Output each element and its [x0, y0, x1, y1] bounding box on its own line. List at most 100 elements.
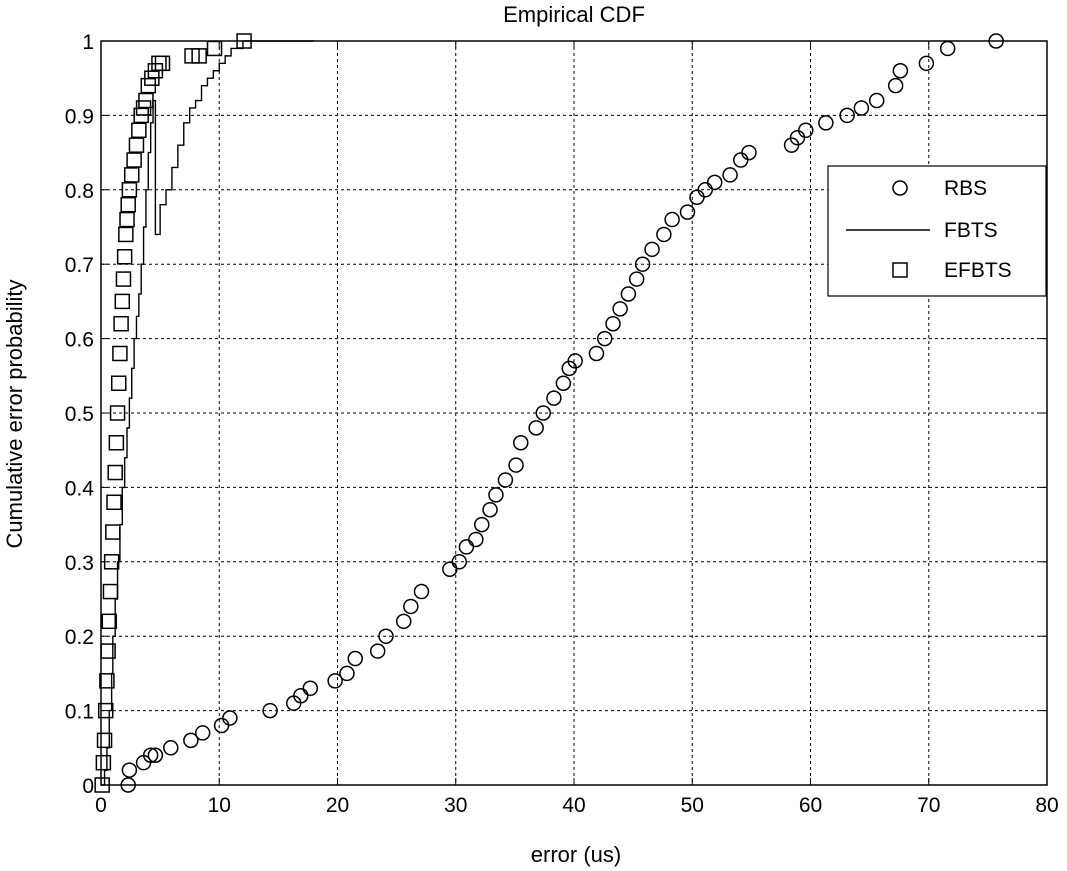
y-tick-label: 0.4: [65, 477, 95, 500]
point-efbts: [105, 524, 121, 540]
point-rbs: [939, 40, 956, 57]
point-rbs: [147, 747, 164, 763]
y-tick-label: 0.2: [65, 626, 94, 649]
y-tick-label: 0.1: [65, 701, 94, 724]
legend-label-rbs: RBS: [944, 177, 987, 200]
point-rbs: [262, 702, 278, 719]
point-efbts: [97, 702, 114, 719]
tick-labels: 0 10 20 30 40 50 60 70 80 0 0.1 0.2 0.3 0.4 0.5 0.6 0.7 0…: [65, 31, 1059, 817]
point-rbs: [818, 115, 834, 131]
point-rbs: [347, 650, 363, 667]
grid-lines: [101, 41, 1047, 785]
point-rbs: [839, 107, 855, 124]
point-efbts: [131, 122, 147, 139]
point-rbs: [474, 516, 490, 533]
point-rbs: [395, 613, 412, 630]
point-rbs: [546, 390, 562, 406]
point-efbts: [114, 293, 131, 310]
x-tick-label: 40: [562, 794, 585, 817]
point-rbs: [567, 353, 583, 369]
chart-title: Empirical CDF: [503, 2, 645, 27]
legend-marker-efbts: [892, 262, 908, 278]
point-rbs: [488, 487, 504, 503]
point-rbs: [142, 747, 159, 763]
point-efbts: [128, 137, 145, 153]
point-rbs: [183, 732, 199, 749]
y-tick-label: 0.6: [65, 329, 94, 352]
point-rbs: [293, 687, 309, 704]
point-rbs: [222, 710, 238, 726]
point-rbs: [458, 539, 475, 555]
point-rbs: [918, 55, 935, 72]
point-efbts: [112, 345, 128, 362]
point-rbs: [596, 330, 613, 347]
point-rbs: [369, 643, 386, 659]
point-efbts: [118, 226, 134, 243]
point-rbs: [612, 301, 628, 317]
point-rbs: [628, 271, 645, 287]
point-efbts: [108, 435, 125, 451]
point-efbts: [110, 375, 127, 391]
point-efbts: [107, 464, 123, 481]
point-rbs: [339, 665, 355, 682]
y-tick-label: 0: [82, 775, 94, 798]
point-rbs: [513, 435, 529, 451]
point-rbs: [442, 561, 458, 577]
point-rbs: [451, 554, 468, 570]
point-rbs: [378, 628, 394, 644]
point-efbts: [109, 405, 126, 421]
point-rbs: [722, 167, 738, 183]
x-tick-label: 60: [799, 794, 822, 817]
point-rbs: [679, 204, 696, 220]
point-rbs: [868, 92, 885, 109]
x-axis-label: error (us): [531, 842, 621, 867]
point-rbs: [853, 100, 870, 116]
legend: RBS FBTS EFBTS: [827, 165, 1047, 297]
x-tick-label: 30: [444, 794, 467, 817]
point-efbts: [191, 48, 207, 64]
legend-marker-rbs: [892, 180, 908, 196]
y-axis-label: Cumulative error probability: [2, 280, 27, 549]
point-rbs: [887, 77, 904, 94]
point-efbts: [121, 182, 138, 198]
point-rbs: [213, 717, 230, 734]
point-efbts: [154, 55, 171, 72]
legend-label-efbts: EFBTS: [944, 259, 1012, 282]
point-efbts: [138, 92, 154, 109]
point-rbs: [302, 680, 319, 697]
point-efbts: [96, 732, 113, 749]
point-rbs: [634, 256, 651, 272]
point-rbs: [528, 420, 544, 436]
point-efbts: [106, 494, 122, 511]
point-efbts: [99, 673, 115, 689]
point-rbs: [555, 375, 572, 391]
point-rbs: [121, 762, 138, 778]
y-tick-label: 0.5: [65, 403, 94, 426]
point-rbs: [732, 152, 749, 168]
point-efbts: [123, 167, 140, 183]
legend-label-fbts: FBTS: [944, 219, 998, 242]
point-rbs: [468, 531, 484, 548]
point-rbs: [892, 63, 909, 79]
point-rbs: [664, 211, 680, 228]
x-tick-label: 20: [326, 794, 349, 817]
point-rbs: [656, 226, 672, 243]
point-rbs: [697, 182, 714, 198]
point-rbs: [482, 501, 498, 518]
legend-box: [827, 165, 1047, 297]
point-efbts: [126, 152, 142, 168]
y-tick-label: 0.8: [65, 180, 94, 203]
point-efbts: [119, 211, 135, 228]
y-tick-label: 0.9: [65, 105, 94, 128]
point-rbs: [508, 457, 524, 473]
point-rbs: [588, 345, 605, 362]
point-efbts: [116, 249, 133, 265]
x-tick-label: 10: [208, 794, 231, 817]
point-rbs: [644, 241, 660, 258]
point-rbs: [403, 598, 419, 615]
point-rbs: [413, 583, 430, 600]
point-efbts: [113, 315, 129, 332]
point-rbs: [741, 144, 757, 161]
plot-area: [94, 33, 1004, 793]
point-rbs: [706, 174, 723, 191]
